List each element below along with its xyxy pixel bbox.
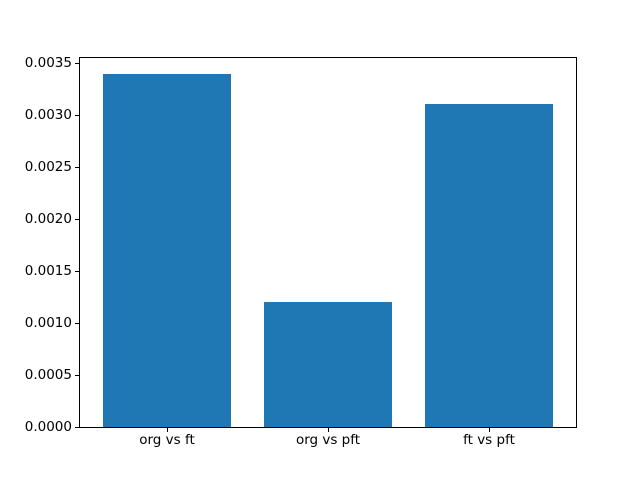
y-tick-mark [75,427,79,428]
bar-org-vs-ft [102,73,232,427]
y-tick-label: 0.0015 [24,263,72,279]
y-tick-label: 0.0000 [24,419,72,435]
y-tick-mark [75,323,79,324]
y-tick-mark [75,167,79,168]
axis-spine-top [79,57,577,58]
y-tick-label: 0.0030 [24,107,72,123]
bar-ft-vs-pft [424,103,554,427]
axis-spine-bottom [79,427,577,428]
y-tick-mark [75,219,79,220]
y-tick-label: 0.0035 [24,55,72,71]
y-tick-mark [75,115,79,116]
y-tick-mark [75,375,79,376]
axis-spine-right [576,57,577,428]
axis-spine-left [79,57,80,428]
y-tick-mark [75,271,79,272]
x-tick-mark [328,428,329,432]
x-tick-label: org vs ft [139,432,195,448]
x-tick-mark [167,428,168,432]
y-tick-label: 0.0010 [24,315,72,331]
y-tick-label: 0.0020 [24,211,72,227]
x-tick-mark [489,428,490,432]
y-tick-mark [75,63,79,64]
x-tick-label: org vs pft [295,432,361,448]
bar-org-vs-pft [263,302,393,427]
y-tick-label: 0.0025 [24,159,72,175]
y-tick-label: 0.0005 [24,367,72,383]
x-tick-label: ft vs pft [463,432,515,448]
